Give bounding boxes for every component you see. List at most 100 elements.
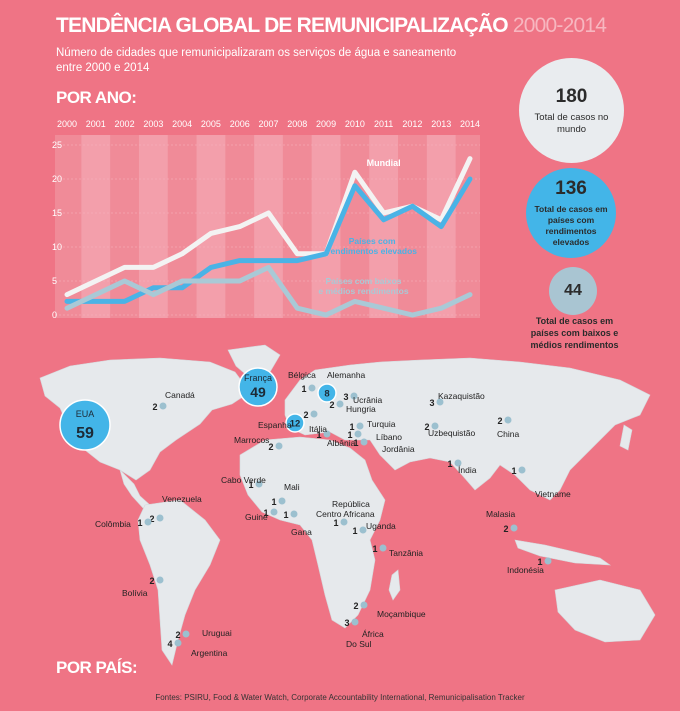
y-tick-label: 0	[52, 310, 57, 320]
country-marker-20	[544, 557, 552, 565]
country-count: 59	[76, 425, 94, 442]
country-count: 2	[175, 630, 180, 640]
country-count: 1	[271, 497, 276, 507]
yearly-line-chart: 2000 2001 2002 2003 2004 2005 2006 2007 2008 2009…	[52, 119, 480, 320]
country-count: 1	[372, 544, 377, 554]
country-count: 1	[333, 518, 338, 528]
country-marker-10	[504, 416, 512, 424]
country-name: Tanzânia	[389, 548, 423, 558]
country-count: 1	[349, 422, 354, 432]
title-years: 2000-2014	[512, 14, 607, 37]
country-marker-12	[354, 430, 362, 438]
section-per-country: POR PAÍS:	[56, 658, 138, 677]
country-name: Gana	[291, 527, 312, 537]
country-marker-19	[510, 524, 518, 532]
country-count: 1	[447, 459, 452, 469]
country-name: Uruguai	[202, 628, 232, 638]
country-name: Cabo Verde	[221, 475, 266, 485]
country-marker-29	[351, 618, 359, 626]
sources-footer: Fontes: PSIRU, Food & Water Watch, Corpo…	[155, 693, 525, 702]
country-count: 2	[268, 442, 273, 452]
x-tick-label: 2010	[345, 119, 365, 129]
country-count: 1	[283, 510, 288, 520]
series-label: Países com baixos	[325, 276, 401, 286]
country-name: Alemanha	[327, 370, 366, 380]
country-count: 2	[303, 410, 308, 420]
country-marker-22	[278, 497, 286, 505]
country-name: Venezuela	[162, 494, 202, 504]
country-name: Centro Africana	[316, 509, 375, 519]
series-label: Mundial	[367, 158, 401, 168]
country-name: Albânia	[327, 438, 356, 448]
country-count: 8	[324, 389, 329, 400]
total-low-bubble: 44	[549, 267, 597, 315]
year-band	[196, 135, 226, 318]
country-count: 1	[137, 518, 142, 528]
country-count: 2	[149, 514, 154, 524]
country-name: República	[332, 499, 370, 509]
madagascar-land	[388, 569, 401, 601]
country-name: Marrocos	[234, 435, 269, 445]
country-name: Jordânia	[382, 444, 415, 454]
indonesia-land	[514, 539, 612, 566]
country-marker-33	[182, 630, 190, 638]
country-name: Argentina	[191, 648, 228, 658]
country-count: 1	[316, 430, 321, 440]
country-marker-1	[238, 367, 278, 407]
country-name: Moçambique	[377, 609, 426, 619]
country-name: Ucrânia	[353, 395, 383, 405]
y-tick-label: 10	[52, 242, 62, 252]
total-low-label: Total de casos em países com baixos e mé…	[530, 316, 619, 350]
country-name: Do Sul	[346, 639, 372, 649]
x-tick-label: 2003	[143, 119, 163, 129]
x-tick-label: 2013	[431, 119, 451, 129]
x-tick-label: 2011	[374, 119, 393, 129]
country-name: Bolívia	[122, 588, 148, 598]
country-count: 2	[497, 416, 502, 426]
total-low-value: 44	[564, 282, 582, 299]
series-label: e médios rendimentos	[318, 286, 408, 296]
country-marker-23	[270, 508, 278, 516]
country-marker-16	[275, 442, 283, 450]
country-count: 1	[511, 466, 516, 476]
x-tick-label: 2002	[115, 119, 135, 129]
country-count: 1	[248, 480, 253, 490]
country-count: 2	[329, 400, 334, 410]
country-marker-15	[310, 410, 318, 418]
country-marker-24	[290, 510, 298, 518]
country-marker-2	[285, 413, 305, 433]
total-high-label: Total de casos em países com rendimentos…	[534, 204, 608, 247]
country-name: Kazaquistão	[438, 391, 485, 401]
country-count: 4	[167, 639, 172, 649]
y-tick-label: 5	[52, 276, 57, 286]
country-name: Malasia	[486, 509, 516, 519]
x-tick-label: 2005	[201, 119, 221, 129]
country-count: 2	[149, 576, 154, 586]
country-count: 1	[537, 557, 542, 567]
series-label: rendimentos elevados	[327, 246, 417, 256]
country-name: Uganda	[366, 521, 396, 531]
x-tick-label: 2014	[460, 119, 480, 129]
country-marker-14	[323, 430, 331, 438]
year-band	[369, 135, 399, 318]
country-marker-18	[518, 466, 526, 474]
australia-land	[554, 579, 656, 643]
country-count: 49	[250, 384, 266, 400]
country-count: 1	[353, 438, 358, 448]
country-marker-8	[436, 398, 444, 406]
country-marker-7	[336, 400, 344, 408]
country-markers: 59EUA49França12Espanha8Alemanha2Canadá1B…	[59, 367, 571, 658]
country-marker-30	[156, 514, 164, 522]
country-marker-9	[431, 422, 439, 430]
country-count: 1	[301, 384, 306, 394]
country-name: Indonésia	[507, 565, 544, 575]
country-marker-17	[454, 459, 462, 467]
country-marker-32	[156, 576, 164, 584]
country-marker-21	[255, 480, 263, 488]
country-name: França	[244, 373, 272, 383]
total-world-label: Total de casos no mundo	[534, 111, 609, 135]
x-tick-label: 2008	[287, 119, 307, 129]
country-marker-34	[174, 639, 182, 647]
series-label: Países com	[349, 236, 396, 246]
